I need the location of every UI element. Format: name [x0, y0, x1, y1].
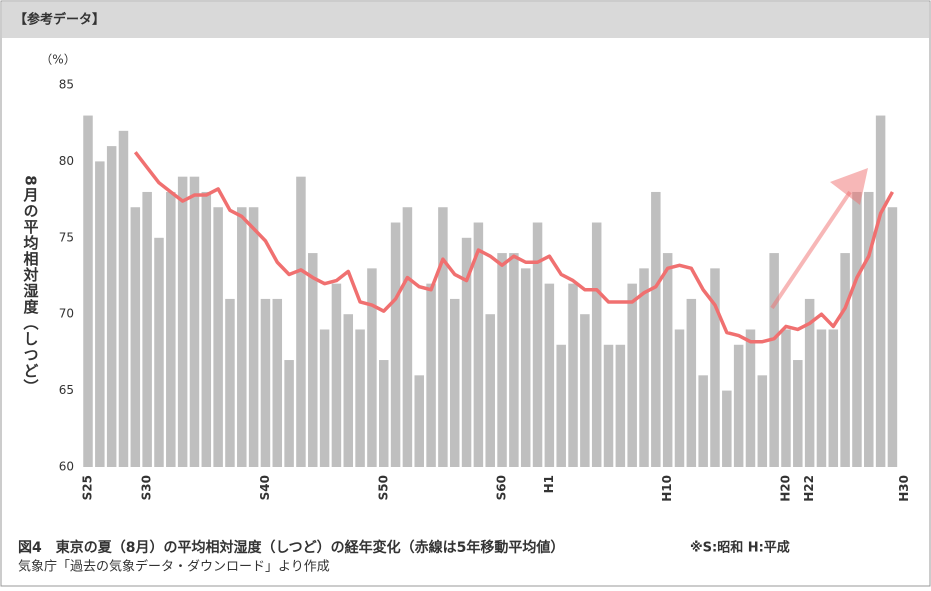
bar	[367, 268, 377, 467]
bar	[177, 176, 188, 467]
bar	[674, 329, 685, 467]
bar	[769, 253, 779, 467]
bar	[887, 207, 898, 468]
bar	[130, 207, 141, 468]
y-tick-label: 70	[59, 307, 74, 321]
y-tick-label: 80	[59, 154, 74, 168]
bar	[379, 360, 389, 467]
bar	[118, 130, 129, 467]
bar	[580, 314, 590, 467]
bar	[840, 253, 850, 467]
y-tick-label: 85	[59, 78, 74, 92]
bar	[852, 191, 862, 467]
trend-arrow	[770, 190, 852, 310]
y-tick-label: 75	[59, 230, 74, 244]
bar	[710, 268, 720, 467]
bar	[225, 298, 235, 467]
x-tick-label: S50	[376, 475, 390, 500]
bar	[532, 222, 543, 467]
bar	[497, 253, 507, 467]
bar	[627, 283, 637, 467]
bar	[83, 115, 93, 467]
bar	[343, 314, 354, 467]
bar	[651, 191, 661, 467]
y-unit: （%）	[40, 53, 75, 67]
bar	[757, 375, 768, 467]
bar	[331, 283, 342, 467]
bar	[733, 344, 744, 467]
x-tick-label: S25	[81, 475, 95, 500]
bar	[438, 207, 448, 468]
bar	[260, 298, 271, 467]
x-tick-label: H22	[802, 475, 816, 502]
header: 【参考データ】	[14, 12, 105, 28]
x-tick-label: S40	[258, 475, 272, 500]
bar	[473, 222, 484, 467]
bar	[154, 237, 164, 467]
bar	[745, 329, 756, 467]
bar	[698, 375, 708, 467]
bar	[875, 115, 886, 467]
bar	[781, 329, 791, 467]
bar	[95, 161, 105, 467]
x-tick-label: H30	[897, 475, 911, 502]
bar	[319, 329, 330, 467]
bar	[296, 176, 306, 467]
x-tick-label: H1	[542, 475, 556, 493]
bar	[804, 298, 815, 467]
y-axis-label: 8月の平均相対湿度（しつど）	[22, 175, 40, 394]
bar	[591, 222, 602, 467]
bar	[166, 191, 176, 467]
bar	[603, 344, 614, 467]
trend-arrowhead	[830, 168, 868, 205]
bar	[828, 329, 839, 467]
bar	[390, 222, 401, 467]
bar	[272, 298, 283, 467]
bar	[568, 283, 578, 467]
bar	[520, 268, 531, 467]
bar	[449, 298, 460, 467]
bar	[189, 176, 200, 467]
bar	[544, 283, 555, 467]
bar	[308, 253, 318, 467]
source: 気象庁「過去の気象データ・ダウンロード」より作成	[18, 559, 330, 575]
bar	[615, 344, 626, 467]
bar	[485, 314, 495, 467]
bar	[414, 375, 424, 467]
bar	[201, 191, 212, 467]
bar	[461, 237, 472, 467]
x-tick-label: H20	[778, 475, 792, 502]
bar	[284, 360, 294, 467]
caption: 図4 東京の夏（8月）の平均相対湿度（しつど）の経年変化（赤線は5年移動平均値）	[18, 539, 564, 556]
bar	[556, 344, 566, 467]
y-tick-label: 60	[59, 460, 74, 474]
header-bar	[2, 2, 929, 38]
note: ※S:昭和 H:平成	[690, 540, 790, 556]
bar	[213, 207, 223, 468]
bar	[106, 146, 117, 467]
bar	[237, 207, 247, 468]
bar	[686, 298, 697, 467]
bar	[662, 253, 673, 467]
bar	[722, 390, 732, 467]
x-tick-label: S30	[140, 475, 154, 500]
y-tick-label: 65	[59, 383, 74, 397]
bar	[816, 329, 827, 467]
bar	[864, 191, 874, 467]
bar	[639, 268, 649, 467]
bar	[248, 207, 259, 468]
bar	[509, 253, 519, 467]
x-tick-label: H10	[660, 475, 674, 502]
bar	[793, 360, 803, 467]
bar	[355, 329, 365, 467]
bar	[402, 207, 413, 468]
bar	[426, 283, 436, 467]
x-tick-label: S60	[495, 475, 509, 500]
bar	[142, 191, 152, 467]
moving-average-line	[133, 151, 894, 344]
